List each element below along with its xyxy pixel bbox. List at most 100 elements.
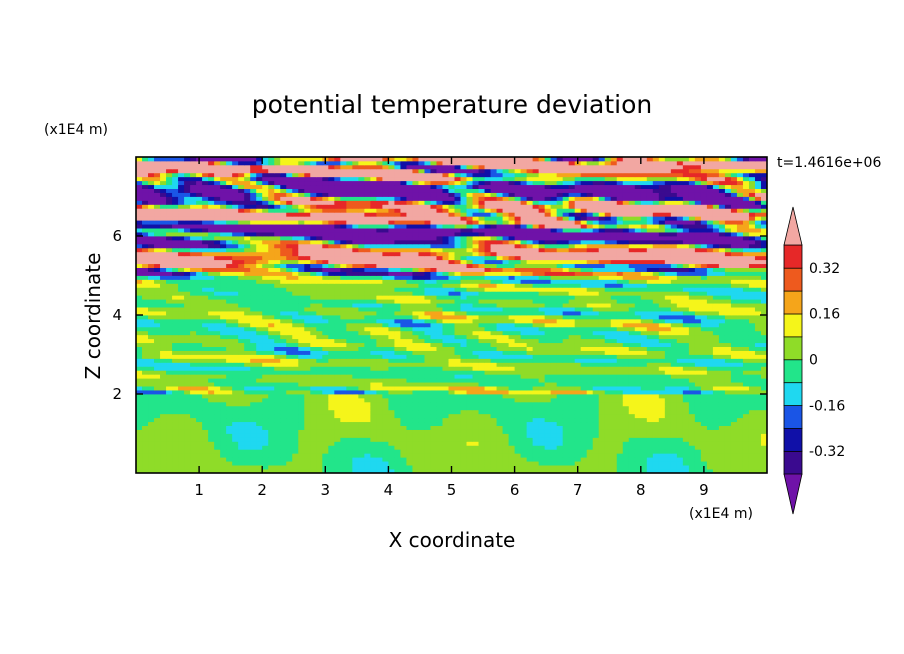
field-cell xyxy=(406,453,413,458)
field-cell xyxy=(340,409,347,415)
field-cell xyxy=(280,405,287,411)
field-cell xyxy=(280,322,287,328)
field-cell xyxy=(700,433,708,438)
field-cell xyxy=(742,453,750,458)
field-cell xyxy=(388,437,395,442)
field-cell xyxy=(508,318,515,324)
field-cell xyxy=(352,386,359,391)
field-cell xyxy=(664,469,672,473)
field-cell xyxy=(358,401,365,407)
field-cell xyxy=(334,366,341,371)
field-cell xyxy=(616,421,624,426)
field-cell xyxy=(466,394,473,399)
field-cell xyxy=(580,370,588,375)
field-cell xyxy=(220,437,227,442)
field-cell xyxy=(544,417,552,423)
field-cell xyxy=(436,350,443,355)
field-cell xyxy=(394,405,401,411)
field-cell xyxy=(340,358,347,363)
field-cell xyxy=(154,405,161,411)
field-cell xyxy=(580,303,588,308)
field-cell xyxy=(622,311,630,316)
field-cell xyxy=(646,390,654,395)
field-cell xyxy=(466,390,473,395)
field-cell xyxy=(652,374,660,379)
field-cell xyxy=(478,322,485,328)
field-cell xyxy=(646,445,654,450)
field-cell xyxy=(148,315,155,320)
field-cell xyxy=(526,303,534,308)
field-cell xyxy=(394,334,401,340)
field-cell xyxy=(760,342,767,347)
field-cell xyxy=(382,350,389,355)
field-cell xyxy=(430,382,437,387)
field-cell xyxy=(700,287,708,292)
field-cell xyxy=(286,469,293,473)
field-cell xyxy=(574,457,582,462)
field-cell xyxy=(472,386,479,391)
field-cell xyxy=(574,433,582,438)
field-cell xyxy=(268,441,275,446)
field-cell xyxy=(754,413,762,419)
field-cell xyxy=(148,386,155,391)
field-cell xyxy=(454,354,461,359)
field-cell xyxy=(166,322,173,328)
field-cell xyxy=(634,287,642,292)
field-cell xyxy=(658,453,666,458)
field-cell xyxy=(670,370,678,375)
field-cell xyxy=(556,346,564,351)
field-cell xyxy=(652,299,660,304)
field-cell xyxy=(304,366,311,371)
field-cell xyxy=(448,303,455,308)
field-cell xyxy=(208,401,215,407)
field-cell xyxy=(610,330,618,336)
field-cell xyxy=(604,295,612,300)
field-cell xyxy=(226,346,233,351)
field-cell xyxy=(160,469,167,473)
field-cell xyxy=(724,405,732,411)
field-cell xyxy=(250,390,257,395)
field-cell xyxy=(286,330,293,336)
field-cell xyxy=(202,441,209,446)
field-cell xyxy=(418,334,425,340)
field-cell xyxy=(742,315,750,320)
field-cell xyxy=(256,457,263,462)
field-cell xyxy=(430,322,437,328)
field-cell xyxy=(736,291,744,296)
field-cell xyxy=(364,401,371,407)
field-cell xyxy=(616,366,624,371)
field-cell xyxy=(160,453,167,458)
field-cell xyxy=(634,299,642,304)
field-cell xyxy=(568,350,576,355)
field-cell xyxy=(328,433,335,438)
field-cell xyxy=(280,370,287,375)
field-cell xyxy=(640,445,648,450)
field-cell xyxy=(568,374,576,379)
field-cell xyxy=(424,394,431,399)
field-cell xyxy=(214,311,221,316)
field-cell xyxy=(238,413,245,419)
field-cell xyxy=(178,401,185,407)
field-cell xyxy=(262,417,269,423)
field-cell xyxy=(298,441,305,446)
field-cell xyxy=(208,386,215,391)
field-cell xyxy=(748,453,756,458)
field-cell xyxy=(706,342,714,347)
field-cell xyxy=(628,295,636,300)
field-cell xyxy=(580,433,588,438)
field-cell xyxy=(634,401,642,407)
field-cell xyxy=(424,299,431,304)
field-cell xyxy=(490,374,497,379)
field-cell xyxy=(568,461,576,466)
field-cell xyxy=(286,283,293,288)
field-cell xyxy=(172,362,179,367)
field-cell xyxy=(364,449,371,454)
field-cell xyxy=(484,449,491,454)
field-cell xyxy=(490,425,497,430)
field-cell xyxy=(202,350,209,355)
field-cell xyxy=(604,350,612,355)
field-cell xyxy=(490,433,497,438)
field-cell xyxy=(220,318,227,324)
field-cell xyxy=(556,299,564,304)
field-cell xyxy=(460,342,467,347)
